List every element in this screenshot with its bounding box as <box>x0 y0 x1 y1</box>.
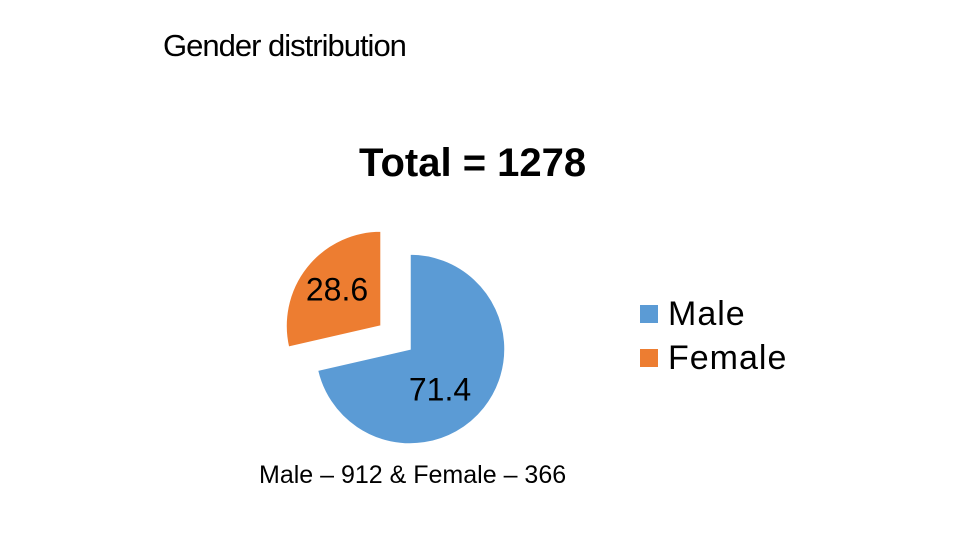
legend-item-male: Male <box>640 292 787 336</box>
legend-swatch-male <box>640 305 658 323</box>
legend-label-male: Male <box>668 295 746 333</box>
legend: Male Female <box>640 292 787 380</box>
data-label-female: 28.6 <box>306 271 368 307</box>
chart-title: Total = 1278 <box>359 141 587 185</box>
pie-slice-male <box>316 253 506 445</box>
legend-label-female: Female <box>668 339 788 377</box>
pie-slice-female <box>285 230 382 349</box>
slide-title: Gender distribution <box>163 28 407 63</box>
caption: Male – 912 & Female – 366 <box>259 461 567 489</box>
legend-item-female: Female <box>640 336 787 380</box>
legend-swatch-female <box>640 349 658 367</box>
data-label-male: 71.4 <box>409 371 471 407</box>
